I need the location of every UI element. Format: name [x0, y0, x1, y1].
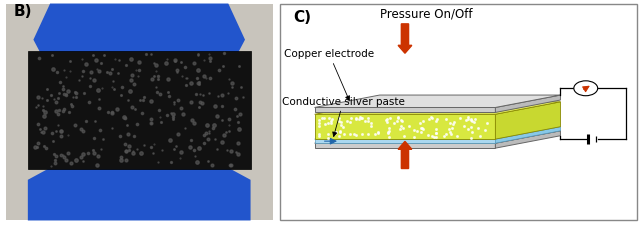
Polygon shape — [315, 96, 561, 108]
Circle shape — [574, 81, 598, 96]
Polygon shape — [33, 4, 245, 79]
Polygon shape — [315, 131, 561, 144]
Polygon shape — [315, 102, 561, 115]
Polygon shape — [495, 102, 561, 140]
Text: Copper electrode: Copper electrode — [284, 49, 374, 101]
Polygon shape — [495, 131, 561, 148]
Bar — [28, 52, 251, 169]
FancyArrow shape — [398, 25, 412, 54]
Polygon shape — [315, 140, 495, 144]
FancyArrow shape — [398, 142, 412, 169]
Polygon shape — [315, 127, 561, 140]
Polygon shape — [315, 115, 495, 140]
Text: B): B) — [14, 4, 33, 19]
Text: Conductive silver paste: Conductive silver paste — [282, 96, 405, 137]
Polygon shape — [315, 108, 495, 113]
Polygon shape — [495, 127, 561, 144]
Polygon shape — [28, 158, 250, 220]
Polygon shape — [495, 96, 561, 113]
Text: C): C) — [293, 10, 311, 25]
Text: Pressure On/Off: Pressure On/Off — [380, 7, 473, 20]
Polygon shape — [315, 144, 495, 149]
